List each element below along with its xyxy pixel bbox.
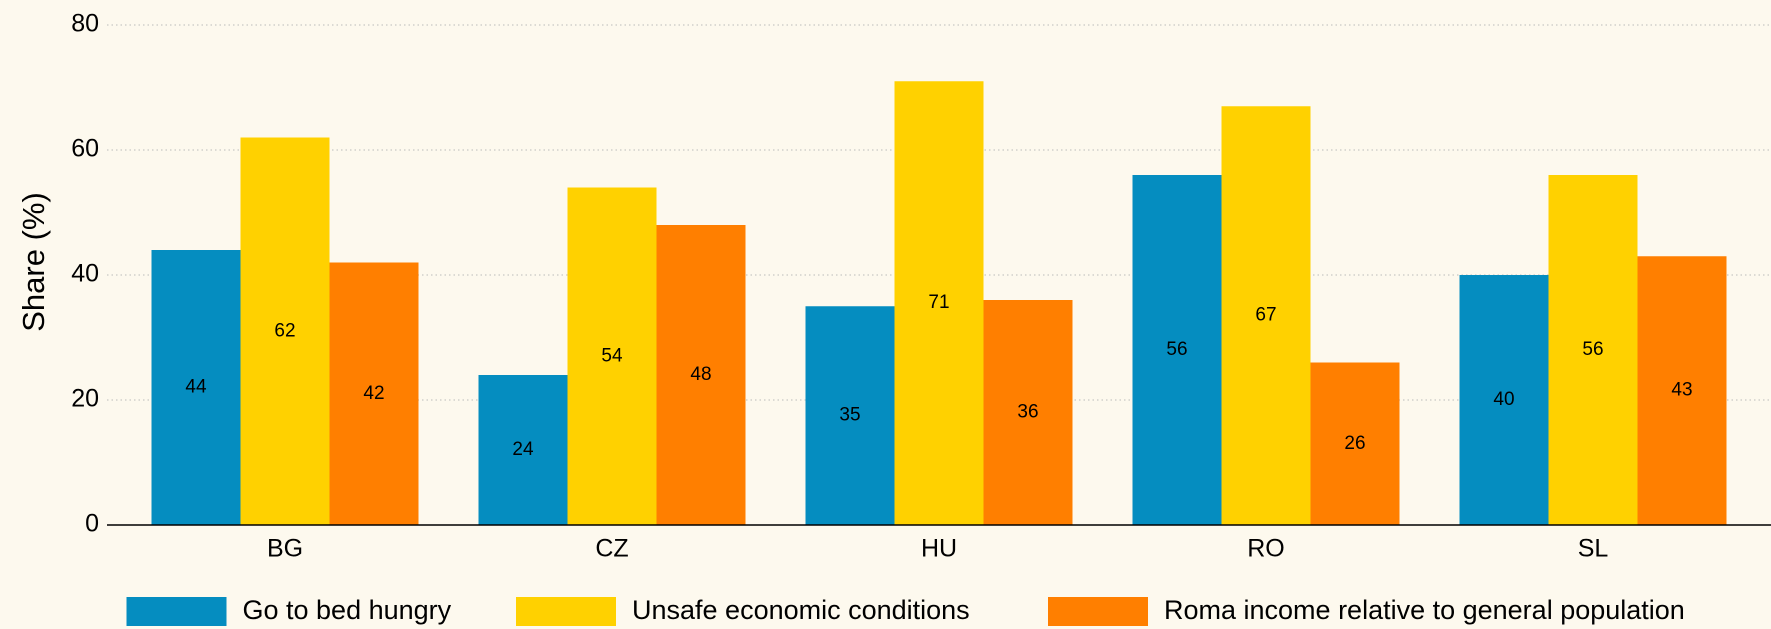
bar bbox=[1310, 362, 1400, 525]
legend-label: Go to bed hungry bbox=[243, 595, 452, 625]
bar bbox=[478, 375, 568, 525]
data-label: 40 bbox=[1493, 389, 1514, 410]
bar bbox=[983, 300, 1073, 525]
bar bbox=[1637, 256, 1727, 525]
data-label: 42 bbox=[363, 383, 384, 404]
bar bbox=[805, 306, 895, 525]
y-tick-label: 40 bbox=[71, 260, 99, 288]
data-label: 36 bbox=[1017, 402, 1038, 423]
legend-label: Roma income relative to general populati… bbox=[1164, 595, 1685, 625]
bar bbox=[656, 225, 746, 525]
y-tick-label: 0 bbox=[85, 510, 99, 538]
bar bbox=[240, 137, 330, 525]
x-tick-label: RO bbox=[1247, 535, 1285, 563]
data-label: 35 bbox=[839, 405, 860, 426]
bar bbox=[567, 187, 657, 525]
legend-swatch bbox=[516, 597, 616, 626]
bar bbox=[329, 262, 419, 525]
bar bbox=[1548, 175, 1638, 525]
y-axis-label: Share (%) bbox=[16, 192, 51, 332]
data-label: 43 bbox=[1671, 380, 1692, 401]
legend-label: Unsafe economic conditions bbox=[632, 595, 970, 625]
data-label: 67 bbox=[1255, 305, 1276, 326]
data-label: 62 bbox=[274, 320, 295, 341]
x-tick-label: HU bbox=[921, 535, 957, 563]
y-tick-label: 80 bbox=[71, 10, 99, 38]
data-label: 26 bbox=[1344, 433, 1365, 454]
data-label: 56 bbox=[1166, 339, 1187, 360]
bar bbox=[1221, 106, 1311, 525]
bar bbox=[151, 250, 241, 525]
bar bbox=[1132, 175, 1222, 525]
x-tick-label: BG bbox=[267, 535, 303, 563]
y-tick-label: 60 bbox=[71, 135, 99, 163]
data-label: 54 bbox=[601, 345, 623, 366]
x-tick-label: SL bbox=[1578, 535, 1609, 563]
legend-swatch bbox=[126, 597, 227, 626]
bar bbox=[894, 81, 984, 525]
data-label: 56 bbox=[1582, 339, 1603, 360]
data-label: 71 bbox=[928, 292, 949, 313]
data-label: 44 bbox=[185, 377, 207, 398]
x-tick-label: CZ bbox=[595, 535, 628, 563]
data-label: 24 bbox=[512, 439, 534, 460]
legend-swatch bbox=[1048, 597, 1148, 626]
data-label: 48 bbox=[690, 364, 711, 385]
y-tick-label: 20 bbox=[71, 385, 99, 413]
bar bbox=[1459, 275, 1549, 525]
